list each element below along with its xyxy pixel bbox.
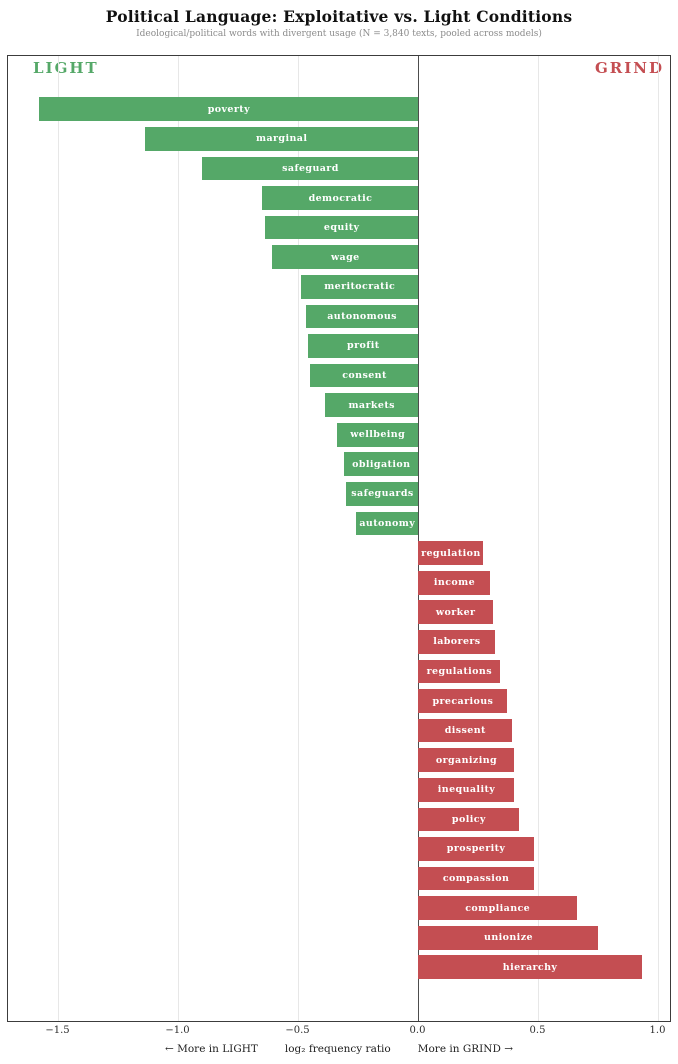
bar-label: profit [347, 340, 380, 352]
bar-safeguards: safeguards [346, 482, 419, 506]
chart-subtitle: Ideological/political words with diverge… [136, 29, 542, 39]
x-tick-label: 0.0 [409, 1025, 426, 1036]
x-tick-label: −1.0 [165, 1025, 190, 1036]
bar-marginal: marginal [144, 127, 419, 151]
bar-profit: profit [308, 334, 419, 358]
bar-precarious: precarious [418, 689, 508, 713]
bar-worker: worker [418, 600, 493, 625]
bar-label: wage [330, 251, 360, 263]
x-axis-ticks: −1.5 −1.0 −0.5 0.0 0.5 1.0 [7, 1025, 671, 1039]
bar-label: democratic [308, 192, 373, 204]
x-tick-label: −1.5 [45, 1025, 70, 1036]
zero-line [417, 56, 420, 1021]
bar-markets: markets [324, 393, 419, 417]
plot-area: LIGHT GRIND poverty marginal safeguard demo… [7, 55, 671, 1022]
bar-prosperity: prosperity [418, 837, 534, 861]
bar-regulations: regulations [418, 659, 501, 684]
bar-label: compassion [442, 873, 510, 885]
bar-inequality: inequality [418, 777, 515, 802]
gridline [57, 56, 59, 1021]
bar-meritocratic: meritocratic [300, 274, 419, 299]
bar-organizing: organizing [418, 748, 515, 773]
bar-label: hierarchy [502, 961, 558, 973]
bar-dissent: dissent [418, 718, 513, 743]
bar-wellbeing: wellbeing [336, 422, 419, 447]
gridline [177, 56, 179, 1021]
bar-obligation: obligation [344, 452, 419, 477]
bar-label: consent [342, 370, 387, 382]
bar-label: poverty [207, 103, 250, 115]
light-condition-label: LIGHT [33, 59, 99, 77]
bar-equity: equity [264, 215, 419, 240]
bar-label: compliance [465, 902, 531, 914]
bar-wage: wage [272, 245, 419, 270]
x-axis-label-left: ← More in LIGHT [164, 1043, 258, 1055]
bar-compliance: compliance [418, 896, 577, 920]
bar-label: autonomous [327, 310, 397, 322]
bar-label: obligation [352, 458, 411, 470]
bar-label: organizing [435, 754, 498, 766]
x-axis-label-center: log₂ frequency ratio [284, 1043, 391, 1055]
bar-poverty: poverty [39, 97, 419, 122]
bar-label: regulation [421, 547, 481, 559]
bar-label: policy [451, 813, 486, 825]
bar-label: marginal [256, 133, 308, 145]
bar-unionize: unionize [418, 925, 599, 950]
gridline [537, 56, 539, 1021]
bar-label: equity [323, 222, 360, 234]
bar-democratic: democratic [262, 186, 419, 210]
bar-label: laborers [433, 636, 481, 648]
bar-label: safeguards [351, 488, 414, 500]
bar-hierarchy: hierarchy [418, 955, 642, 980]
gridline [297, 56, 299, 1021]
grind-condition-label: GRIND [594, 59, 664, 77]
bar-label: safeguard [282, 162, 339, 174]
bar-laborers: laborers [418, 629, 496, 654]
bar-label: prosperity [446, 843, 506, 855]
bar-label: wellbeing [350, 429, 406, 441]
bar-label: income [433, 577, 476, 589]
bar-label: dissent [444, 725, 486, 737]
bar-policy: policy [418, 807, 520, 832]
bar-safeguard: safeguard [202, 156, 419, 181]
x-tick-label: 0.5 [529, 1025, 546, 1036]
chart-title: Political Language: Exploitative vs. Lig… [105, 7, 573, 26]
x-axis-label: ← More in LIGHT log₂ frequency ratio Mor… [7, 1043, 671, 1055]
bar-autonomy: autonomy [356, 511, 419, 536]
bar-consent: consent [310, 363, 419, 388]
x-tick-label: 1.0 [649, 1025, 666, 1036]
gridline [657, 56, 659, 1021]
bar-compassion: compassion [418, 866, 534, 891]
bar-label: regulations [426, 665, 492, 677]
bar-regulation: regulation [418, 541, 484, 565]
bar-income: income [418, 570, 491, 595]
bar-label: meritocratic [324, 281, 396, 293]
bar-label: inequality [437, 784, 496, 796]
x-tick-label: −0.5 [285, 1025, 310, 1036]
bar-label: unionize [484, 932, 533, 944]
bar-label: markets [348, 399, 395, 411]
bar-label: precarious [432, 695, 494, 707]
bar-autonomous: autonomous [305, 304, 419, 329]
x-axis-label-right: More in GRIND → [417, 1043, 514, 1055]
bar-label: worker [435, 606, 476, 618]
bar-label: autonomy [359, 517, 416, 529]
